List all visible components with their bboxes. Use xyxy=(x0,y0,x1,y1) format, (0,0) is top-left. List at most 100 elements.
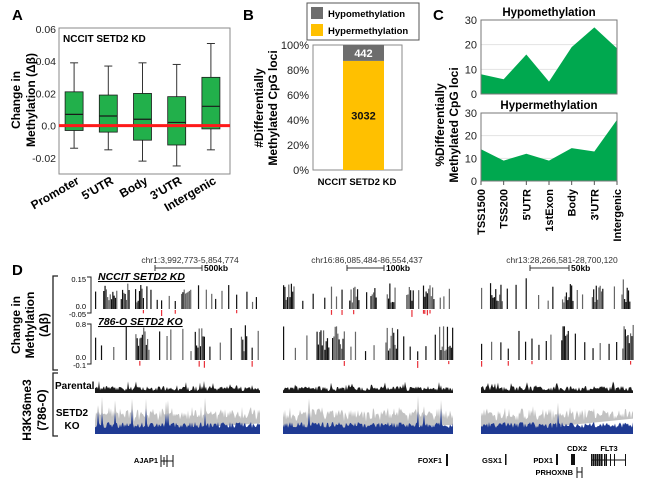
y-tick-label-a: 0.06 xyxy=(36,24,57,36)
methylation-bar xyxy=(515,284,517,309)
methylation-bar xyxy=(174,300,176,309)
parental-coverage-track xyxy=(95,381,260,393)
methylation-bar xyxy=(547,300,549,309)
hypomethylation-bar xyxy=(251,361,253,367)
methylation-bar xyxy=(140,285,142,309)
methylation-bar xyxy=(168,295,170,309)
methylation-bar xyxy=(386,327,388,360)
methylation-bar xyxy=(574,333,576,360)
gene-label-ajap1: AJAP1 xyxy=(134,456,158,465)
track2-zero: 0.0 xyxy=(76,353,86,362)
methylation-bar xyxy=(489,283,492,309)
methylation-bar xyxy=(613,286,616,309)
y-axis-label-b-line1: #Differentially xyxy=(252,68,266,148)
scale-label-1: 500kb xyxy=(204,263,228,273)
methylation-bar xyxy=(391,301,394,309)
methylation-bar xyxy=(337,333,339,360)
methylation-bar xyxy=(181,293,183,309)
methylation-bar xyxy=(150,289,152,309)
plot-frame xyxy=(480,19,618,95)
setd2-ko-coverage-track xyxy=(95,408,260,434)
methylation-bar xyxy=(561,299,564,309)
methylation-bar xyxy=(143,327,145,360)
methylation-bar xyxy=(448,346,450,360)
chart-title-hypo: Hypomethylation xyxy=(502,7,595,19)
methylation-bar xyxy=(616,342,618,360)
methylation-bar xyxy=(283,326,285,360)
scale-label-3: 50kb xyxy=(571,263,590,273)
methylation-bar xyxy=(629,333,632,360)
methylation-bar xyxy=(594,302,596,309)
methylation-bar xyxy=(100,345,103,360)
methylation-bar xyxy=(572,300,574,309)
gene-model-pdx1 xyxy=(556,454,558,465)
area-hypomethylation xyxy=(481,27,617,94)
x-tick-label-a: 5'UTR xyxy=(79,173,116,202)
methylation-bar xyxy=(186,292,188,309)
hypomethylation-bar xyxy=(429,310,431,314)
methylation-bar xyxy=(209,346,211,360)
y-tick-label-c: 20 xyxy=(465,131,477,143)
setd2-ko-label-line1: SETD2 xyxy=(56,408,89,419)
y-tick-label-a: 0.0 xyxy=(41,121,56,133)
methylation-bar xyxy=(326,338,329,360)
box-5utr xyxy=(98,94,118,133)
methylation-bar xyxy=(335,326,338,360)
methylation-bar xyxy=(284,286,286,309)
gene-label-pdx1: PDX1 xyxy=(533,456,553,465)
y-axis-label-a-line1: Change in xyxy=(9,71,23,129)
methylation-bar xyxy=(374,288,376,309)
hypomethylation-bar xyxy=(343,361,345,366)
methylation-bar xyxy=(566,334,568,360)
methylation-bar xyxy=(599,285,601,309)
y-tick-label-c: 0 xyxy=(471,176,477,188)
methylation-bar xyxy=(565,335,567,360)
methylation-bar xyxy=(354,331,357,360)
methylation-bar xyxy=(442,326,445,360)
methylation-bar xyxy=(395,348,397,360)
hypomethylation-bar xyxy=(448,361,450,365)
methylation-bar xyxy=(95,291,97,309)
methylation-bar xyxy=(394,287,396,309)
methylation-bar xyxy=(342,338,344,360)
methylation-bar xyxy=(127,283,129,309)
methylation-bar xyxy=(166,336,168,360)
methylation-bar xyxy=(286,297,289,309)
methylation-bar xyxy=(598,287,600,309)
parental-coverage-track xyxy=(481,381,633,393)
methylation-bar xyxy=(432,287,434,309)
x-tick-label-c: TSS1500 xyxy=(476,189,488,235)
methylation-bar xyxy=(373,345,375,360)
y-tick-label-b: 40% xyxy=(287,115,309,127)
bar-hypomethylation xyxy=(343,45,384,61)
methylation-bar xyxy=(567,330,569,360)
methylation-bar xyxy=(595,285,597,309)
methylation-bar xyxy=(409,346,411,360)
gene-label-gsx1: GSX1 xyxy=(482,456,502,465)
methylation-bar xyxy=(215,298,217,309)
hypomethylation-bar xyxy=(507,361,509,366)
methylation-bar xyxy=(335,296,338,309)
methylation-bar xyxy=(95,337,97,360)
box-intergenic xyxy=(201,76,221,130)
methylation-bar xyxy=(446,326,449,360)
methylation-bar xyxy=(563,302,565,309)
methylation-bar xyxy=(354,286,356,309)
methylation-bar xyxy=(439,297,441,309)
h3k36-bracket xyxy=(52,372,58,437)
methylation-bar xyxy=(626,287,628,309)
methylation-bar xyxy=(244,325,246,360)
panel-b: B Hypomethylation Hypermethylation 0% 20%… xyxy=(243,2,420,188)
methylation-bar xyxy=(319,332,321,360)
methylation-bar xyxy=(538,295,540,309)
methylation-bar xyxy=(452,327,454,360)
methylation-bar xyxy=(294,347,296,360)
methylation-bar xyxy=(507,348,509,360)
methylation-bar xyxy=(592,348,594,360)
flt3-exon xyxy=(591,454,593,466)
methylation-bar xyxy=(322,330,325,360)
hypomethylation-bar xyxy=(353,310,355,315)
methylation-bar xyxy=(626,336,628,360)
hypomethylation-bar xyxy=(426,310,429,316)
methylation-bar xyxy=(140,337,142,360)
